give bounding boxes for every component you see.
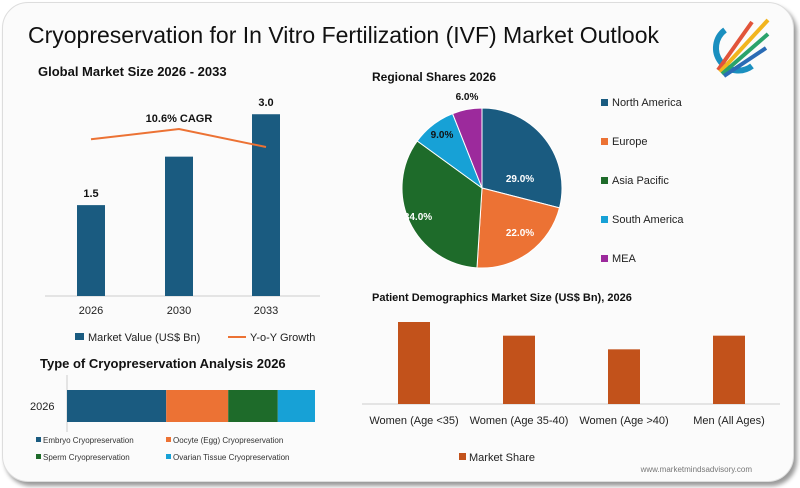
legend-label: North America (612, 97, 683, 109)
legend-label: Embryo Cryopreservation (43, 436, 134, 445)
legend-label: Oocyte (Egg) Cryopreservation (173, 436, 283, 445)
website-watermark: www.marketmindsadvisory.com (640, 465, 753, 474)
market-size-chart: Global Market Size 2026 - 2033 1.5 2026 203… (38, 64, 320, 344)
legend-label: Market Share (469, 452, 535, 464)
legend-swatch (166, 454, 171, 459)
tick-label: 2033 (254, 305, 278, 317)
bar-segment (67, 390, 167, 422)
tick-label: 2030 (167, 305, 191, 317)
legend-swatch (601, 216, 608, 223)
bar-segment (166, 390, 229, 422)
tick-label: 2026 (30, 401, 54, 413)
legend-swatch (75, 333, 84, 340)
tick-label: Women (Age <35) (369, 415, 458, 427)
pie-slice (401, 140, 483, 269)
data-label: 34.0% (404, 212, 432, 223)
data-label: 29.0% (506, 174, 534, 185)
chart-title: Regional Shares 2026 (372, 70, 496, 84)
legend-label: Europe (612, 136, 647, 148)
chart-title: Patient Demographics Market Size (US$ Bn… (372, 292, 632, 304)
legend-label: Market Value (US$ Bn) (88, 332, 200, 344)
legend-label: South America (612, 214, 684, 226)
legend-swatch (601, 177, 608, 184)
legend-swatch (601, 99, 608, 106)
legend-label: Ovarian Tissue Cryopreservation (173, 453, 290, 462)
logo-icon (713, 18, 770, 78)
legend-swatch (459, 453, 466, 460)
bar (165, 156, 193, 296)
pie-slice (451, 107, 483, 189)
bar (398, 322, 430, 404)
legend-label: Y-o-Y Growth (250, 332, 315, 344)
data-label: 1.5 (83, 188, 98, 200)
data-label: 9.0% (431, 130, 454, 141)
pie-slice (476, 187, 561, 269)
legend-label: Sperm Cryopreservation (43, 453, 130, 462)
chart-title: Type of Cryopreservation Analysis 2026 (40, 356, 286, 371)
bar (608, 349, 640, 404)
legend-swatch (601, 138, 608, 145)
demographics-chart: Patient Demographics Market Size (US$ Bn… (362, 292, 780, 464)
tick-label: Women (Age 35-40) (470, 415, 569, 427)
growth-line (90, 127, 267, 148)
bar-segment (277, 390, 315, 422)
tick-label: Men (All Ages) (693, 415, 765, 427)
legend-label: Asia Pacific (612, 175, 669, 187)
bar (77, 205, 105, 296)
legend-swatch (36, 437, 41, 442)
data-label: 6.0% (456, 92, 479, 103)
tick-label: Women (Age >40) (579, 415, 668, 427)
bar (713, 335, 745, 404)
bar (503, 335, 535, 404)
data-label: 3.0 (258, 97, 273, 109)
bar (252, 114, 280, 296)
cagr-annotation: 10.6% CAGR (146, 113, 213, 125)
legend-label: MEA (612, 253, 637, 265)
bar-segment (228, 390, 278, 422)
page-title: Cryopreservation for In Vitro Fertilizat… (28, 22, 660, 48)
chart-title: Global Market Size 2026 - 2033 (38, 64, 227, 79)
cryopreservation-type-chart: Type of Cryopreservation Analysis 2026 20… (30, 356, 315, 462)
data-label: 22.0% (506, 228, 534, 239)
legend-swatch (36, 454, 41, 459)
legend-swatch (601, 255, 608, 262)
tick-label: 2026 (79, 305, 103, 317)
legend-swatch (166, 437, 171, 442)
pie-slice (481, 107, 563, 209)
regional-pie-chart: Regional Shares 2026 29.0% North America 22… (372, 70, 684, 269)
